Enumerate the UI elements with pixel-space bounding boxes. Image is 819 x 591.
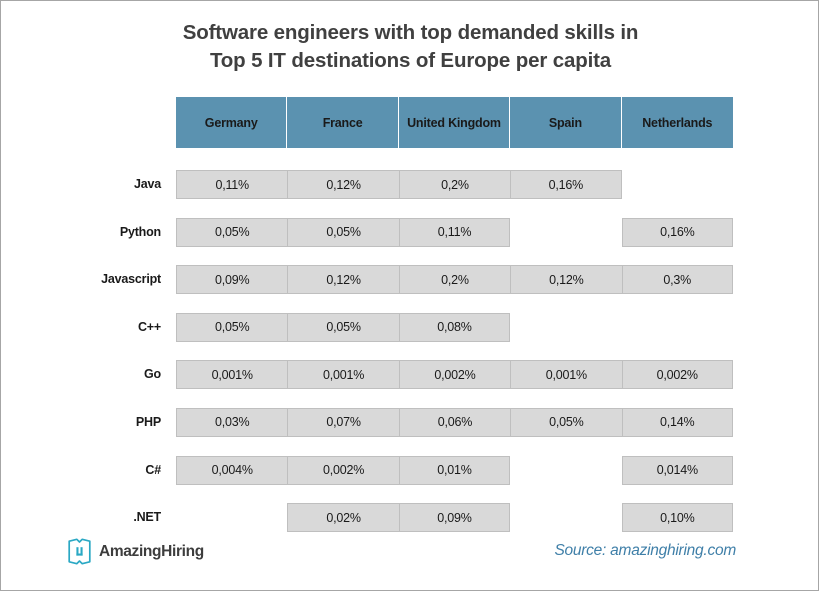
column-header-netherlands: Netherlands: [621, 97, 733, 148]
chart-row: Javascript 0,09% 0,12% 0,2% 0,12% 0,3%: [1, 256, 818, 302]
data-cell: 0,12%: [287, 265, 399, 295]
row-label: C#: [145, 462, 161, 477]
data-cell: 0,05%: [176, 312, 288, 342]
data-cell: 0,09%: [398, 503, 511, 533]
bar-segment: 0,10%: [621, 503, 733, 533]
chart-row: C# 0,004% 0,002% 0,01% 0,014%: [1, 447, 818, 493]
data-cell: 0,08%: [398, 312, 511, 342]
data-cell: 0,05%: [510, 407, 622, 437]
data-cell: 0,16%: [510, 170, 622, 199]
data-cell: 0,05%: [176, 217, 288, 247]
data-cell: 0,11%: [398, 217, 511, 247]
bar-segment: 0,05% 0,05% 0,08%: [176, 312, 511, 342]
chart-footer: AmazingHiring Source: amazinghiring.com: [1, 530, 818, 590]
column-header-united-kingdom: United Kingdom: [398, 97, 511, 148]
data-cell: 0,12%: [287, 170, 399, 199]
chart-row: Go 0,001% 0,001% 0,002% 0,001% 0,002%: [1, 351, 818, 397]
bar-segment: 0,05% 0,05% 0,11%: [176, 217, 511, 247]
chart-row: C++ 0,05% 0,05% 0,08%: [1, 304, 818, 350]
bar-segment: 0,09% 0,12% 0,2% 0,12% 0,3%: [176, 265, 733, 295]
data-cell: 0,14%: [621, 407, 733, 437]
data-cell: 0,05%: [287, 312, 399, 342]
row-label: Java: [133, 177, 161, 191]
bar-segment: 0,001% 0,001% 0,002% 0,001% 0,002%: [176, 360, 733, 390]
column-header-germany: Germany: [176, 97, 288, 148]
data-cell: 0,03%: [176, 407, 288, 437]
row-label: .NET: [133, 510, 161, 525]
row-label: Go: [144, 367, 161, 382]
bar-segment: 0,03% 0,07% 0,06% 0,05% 0,14%: [176, 407, 733, 437]
bar-segment: 0,02% 0,09%: [287, 503, 511, 533]
bar-segment: 0,014%: [621, 455, 733, 485]
column-header-spain: Spain: [510, 97, 622, 148]
data-cell: 0,09%: [176, 265, 288, 295]
chart-row: Java 0,11% 0,12% 0,2% 0,16%: [1, 161, 818, 207]
page-title-line-2: Top 5 IT destinations of Europe per capi…: [209, 49, 612, 73]
data-cell: 0,001%: [510, 360, 622, 390]
data-cell: 0,002%: [287, 455, 399, 485]
page-title: Software engineers with top demanded ski…: [1, 19, 818, 76]
data-cell: 0,02%: [287, 503, 399, 533]
chart-row: Python 0,05% 0,05% 0,11% 0,16%: [1, 209, 818, 255]
data-cell: 0,001%: [176, 360, 288, 390]
data-cell: 0,002%: [398, 360, 511, 390]
data-cell: 0,004%: [176, 455, 288, 485]
bar-segment: 0,11% 0,12% 0,2% 0,16%: [176, 170, 622, 199]
bar-segment: 0,004% 0,002% 0,01%: [176, 455, 511, 485]
brand-block: AmazingHiring: [67, 538, 204, 565]
source-label: Source: amazinghiring.com: [554, 542, 736, 559]
row-label: PHP: [135, 414, 161, 429]
page-title-line-1: Software engineers with top demanded ski…: [182, 21, 639, 44]
data-cell: 0,05%: [287, 217, 399, 247]
data-cell: 0,16%: [621, 217, 733, 247]
data-cell: 0,07%: [287, 407, 399, 437]
column-header-france: France: [287, 97, 399, 148]
chart-rows: Java 0,11% 0,12% 0,2% 0,16% Python 0,05% 0,05% 0…: [1, 161, 818, 542]
data-cell: 0,12%: [510, 265, 622, 295]
data-cell: 0,01%: [398, 455, 511, 485]
chart-row: PHP 0,03% 0,07% 0,06% 0,05% 0,14%: [1, 399, 818, 445]
data-cell: 0,2%: [398, 170, 511, 199]
data-cell: 0,014%: [621, 455, 733, 485]
row-label: Python: [119, 224, 161, 239]
amazinghiring-logo-icon: [67, 538, 92, 565]
data-cell: 0,06%: [398, 407, 511, 437]
brand-name: AmazingHiring: [99, 542, 204, 560]
row-label: C++: [137, 319, 161, 334]
data-cell: 0,11%: [176, 170, 288, 199]
column-header-row: Germany France United Kingdom Spain Neth…: [176, 97, 733, 148]
data-cell: 0,10%: [621, 503, 733, 533]
data-cell: 0,001%: [287, 360, 399, 390]
data-cell: 0,2%: [398, 265, 511, 295]
data-cell: 0,3%: [621, 265, 733, 295]
bar-segment: 0,16%: [621, 217, 733, 247]
data-cell: 0,002%: [621, 360, 733, 390]
row-label: Javascript: [101, 272, 161, 287]
chart-row: .NET 0,02% 0,09% 0,10%: [1, 494, 818, 540]
